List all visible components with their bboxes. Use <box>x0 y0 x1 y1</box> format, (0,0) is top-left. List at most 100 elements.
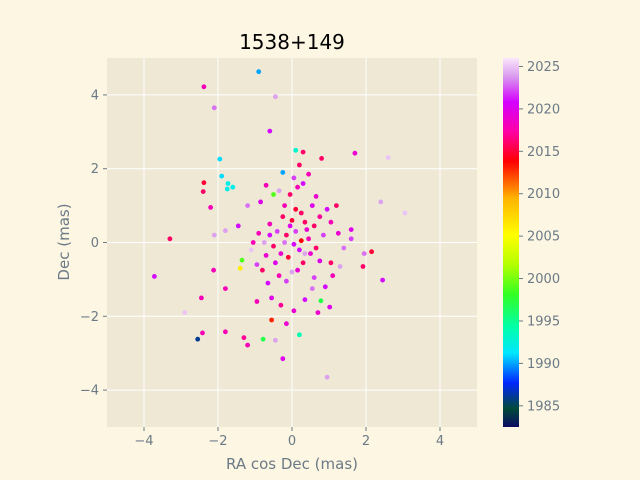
data-point <box>280 170 286 175</box>
data-point <box>248 247 254 253</box>
y-tick-label: −2 <box>80 310 99 325</box>
data-point <box>369 249 374 255</box>
colorbar-tick-label: 1995 <box>527 314 560 329</box>
data-point <box>284 232 289 238</box>
data-point <box>224 186 230 192</box>
data-point <box>308 251 313 256</box>
data-point <box>237 265 243 271</box>
y-tick-label: 0 <box>91 236 99 251</box>
data-point <box>230 184 236 190</box>
data-point <box>318 298 324 304</box>
data-point <box>217 156 223 162</box>
colorbar-tick-label: 1990 <box>527 357 560 372</box>
colorbar-tick-label: 2000 <box>527 272 560 287</box>
data-point <box>385 155 391 161</box>
data-point <box>313 245 319 251</box>
data-point <box>282 203 287 209</box>
data-point <box>284 278 289 284</box>
data-point <box>328 260 334 266</box>
data-point <box>298 210 304 216</box>
data-point <box>274 229 280 234</box>
colorbar-tick-label: 2005 <box>527 230 560 245</box>
data-point <box>380 277 385 283</box>
data-point <box>260 267 265 273</box>
data-point <box>211 232 217 238</box>
data-point <box>289 218 295 223</box>
x-tick-label: 2 <box>362 434 370 449</box>
data-point <box>260 336 266 342</box>
data-point <box>269 317 274 323</box>
data-point <box>225 181 231 186</box>
data-point <box>315 310 321 315</box>
data-point <box>293 206 299 212</box>
data-point <box>211 267 217 273</box>
data-point <box>300 181 306 186</box>
data-point <box>337 264 343 269</box>
data-point <box>273 260 278 266</box>
data-point <box>278 251 284 256</box>
data-point <box>402 210 408 216</box>
data-point <box>298 238 304 244</box>
data-point <box>263 182 269 188</box>
data-point <box>167 236 173 242</box>
data-point <box>311 223 317 229</box>
data-point <box>239 257 245 263</box>
colorbar-tick-label: 2010 <box>527 187 560 202</box>
data-point <box>278 302 284 308</box>
data-point <box>306 171 311 177</box>
data-point <box>324 374 330 380</box>
y-tick-label: 4 <box>91 88 99 103</box>
data-point <box>285 254 291 260</box>
data-point <box>327 304 333 310</box>
x-axis-label: RA cos Dec (mas) <box>226 455 358 473</box>
data-point <box>348 236 354 242</box>
data-point <box>302 219 308 225</box>
data-point <box>300 260 306 266</box>
data-point <box>271 243 276 249</box>
data-point <box>291 175 297 181</box>
data-point <box>199 295 204 301</box>
data-point <box>361 251 367 256</box>
data-point <box>341 245 347 251</box>
data-point <box>324 206 330 212</box>
data-point <box>263 253 269 258</box>
data-point <box>328 219 334 225</box>
data-point <box>273 337 278 343</box>
colorbar-tick-label: 2025 <box>527 60 560 75</box>
x-tick-label: −2 <box>208 434 227 449</box>
data-point <box>201 84 207 90</box>
data-point <box>319 156 324 161</box>
data-point <box>348 227 354 233</box>
data-point <box>211 105 217 111</box>
data-point <box>289 269 295 275</box>
y-axis-ticks: −4 −2 0 2 4 <box>80 88 107 399</box>
data-point <box>297 247 302 253</box>
data-point <box>287 223 293 229</box>
data-point <box>258 199 263 205</box>
data-point <box>223 228 228 234</box>
data-point <box>223 286 228 291</box>
grid-lines <box>107 58 477 427</box>
data-point <box>335 230 341 236</box>
colorbar <box>503 58 519 427</box>
x-tick-label: 4 <box>436 434 444 449</box>
data-point <box>302 251 308 256</box>
data-point <box>304 227 310 233</box>
data-point <box>267 128 273 134</box>
data-point <box>200 330 205 336</box>
data-point <box>330 273 336 279</box>
data-point <box>267 221 273 227</box>
colorbar-tick-label: 2020 <box>527 102 560 117</box>
data-point <box>254 262 260 267</box>
y-tick-label: −4 <box>80 384 99 399</box>
data-point <box>261 240 267 245</box>
data-point <box>280 356 286 362</box>
data-point <box>245 342 251 348</box>
data-point <box>200 189 206 195</box>
data-point <box>297 162 302 168</box>
data-point <box>250 240 256 245</box>
data-points <box>152 69 408 380</box>
data-point <box>360 264 366 269</box>
data-point <box>271 192 276 197</box>
